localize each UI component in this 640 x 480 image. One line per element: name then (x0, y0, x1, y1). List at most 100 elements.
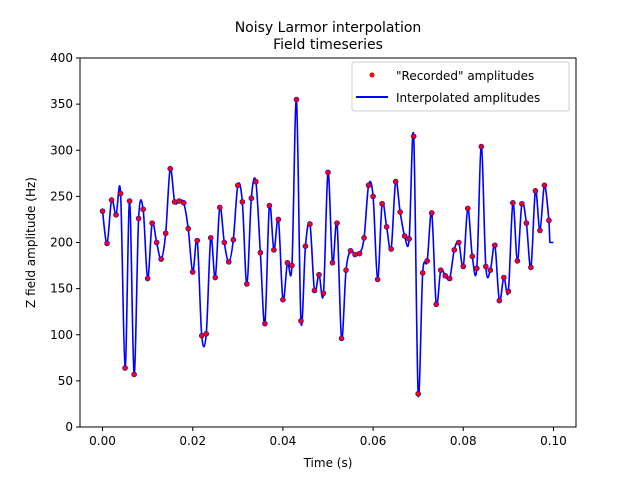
recorded-point (298, 318, 304, 324)
recorded-point (492, 242, 498, 249)
chart-title: Noisy Larmor interpolation (235, 20, 422, 36)
recorded-point (514, 258, 521, 264)
y-tick-label: 100 (50, 328, 73, 342)
recorded-point (415, 390, 421, 397)
y-tick-label: 200 (50, 236, 73, 250)
y-tick-label: 50 (58, 374, 73, 388)
recorded-point (207, 235, 214, 241)
axes: 0.00 0.02 0.04 0.06 0.08 0.10 0 50 100 150 200 250 3… (50, 51, 577, 448)
recorded-point (487, 267, 494, 273)
recorded-point (383, 224, 390, 230)
recorded-point (280, 296, 286, 303)
recorded-point (135, 215, 142, 222)
recorded-point (244, 281, 250, 287)
recorded-point (248, 195, 255, 202)
recorded-point (505, 288, 512, 295)
recorded-point (374, 276, 381, 283)
y-tick-label: 0 (65, 420, 73, 434)
recorded-point (171, 199, 178, 205)
recorded-point (392, 178, 399, 185)
recorded-point (501, 274, 507, 281)
recorded-point (316, 271, 322, 278)
recorded-point (131, 371, 137, 378)
recorded-point (113, 212, 119, 218)
chart-subtitle: Field timeseries (273, 37, 383, 53)
recorded-point (239, 199, 246, 205)
recorded-point (108, 197, 115, 203)
legend-frame (351, 61, 570, 112)
recorded-point (410, 133, 417, 140)
y-tick-label: 300 (50, 143, 73, 157)
x-tick-label: 0.04 (270, 434, 297, 448)
legend-label-recorded: "Recorded" amplitudes (396, 69, 534, 83)
recorded-point (483, 263, 489, 270)
recorded-point (307, 221, 313, 227)
recorded-point (455, 239, 462, 246)
recorded-point (158, 256, 164, 262)
recorded-point (216, 204, 223, 211)
recorded-point (370, 193, 376, 200)
x-tick-label: 0.08 (450, 434, 477, 448)
recorded-point (334, 220, 340, 226)
recorded-point (428, 210, 435, 216)
recorded-point (153, 239, 160, 246)
recorded-point (140, 206, 146, 213)
recorded-point (257, 249, 264, 256)
recorded-point (162, 230, 169, 237)
recorded-point (189, 269, 196, 275)
y-tick-label: 250 (50, 189, 73, 203)
x-tick-label: 0.00 (89, 434, 116, 448)
plot-area (99, 96, 554, 398)
recorded-point (144, 275, 151, 282)
recorded-point (473, 265, 480, 272)
recorded-point (442, 272, 449, 279)
recorded-point (226, 259, 232, 265)
recorded-point (253, 178, 259, 185)
recorded-point (302, 243, 309, 249)
recorded-point (379, 200, 385, 207)
recorded-point (523, 220, 530, 226)
recorded-point (365, 182, 372, 189)
recorded-point (433, 301, 440, 308)
recorded-point (167, 165, 173, 172)
legend-marker-recorded (369, 72, 375, 78)
y-tick-label: 350 (50, 97, 73, 111)
recorded-point (266, 202, 273, 209)
recorded-point (510, 200, 516, 206)
recorded-point (293, 96, 300, 103)
recorded-point (347, 248, 354, 254)
recorded-point (528, 264, 534, 271)
y-axis-label: Z field amplitude (Hz) (24, 177, 38, 308)
recorded-point (464, 205, 471, 212)
recorded-point (104, 240, 110, 247)
recorded-point (289, 262, 295, 269)
recorded-point (235, 182, 241, 189)
recorded-point (446, 275, 453, 282)
recorded-point (122, 365, 128, 371)
recorded-point (149, 220, 155, 226)
recorded-point (352, 251, 358, 258)
recorded-point (284, 259, 291, 266)
recorded-point (532, 188, 539, 194)
legend-label-interpolated: Interpolated amplitudes (396, 91, 540, 105)
recorded-point (343, 267, 349, 273)
recorded-point (537, 227, 543, 234)
recorded-point (203, 331, 210, 337)
recorded-point (541, 182, 548, 189)
recorded-point (126, 198, 133, 204)
recorded-point (397, 209, 403, 215)
recorded-point (320, 290, 327, 297)
recorded-point (338, 335, 345, 342)
recorded-point (311, 287, 318, 294)
recorded-point (460, 263, 467, 270)
recorded-point (388, 246, 394, 252)
recorded-point (275, 216, 282, 223)
legend: "Recorded" amplitudes Interpolated ampli… (351, 61, 570, 112)
recorded-point (117, 190, 124, 197)
recorded-point (194, 237, 201, 244)
recorded-point (546, 217, 552, 224)
recorded-point (221, 239, 228, 246)
recorded-point (478, 143, 485, 150)
recorded-point (401, 233, 408, 239)
